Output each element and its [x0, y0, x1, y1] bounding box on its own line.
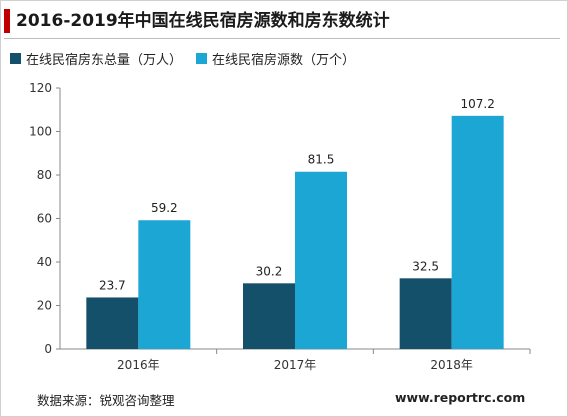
y-tick-label: 20 — [37, 299, 52, 313]
data-label: 107.2 — [460, 97, 494, 111]
title-divider — [4, 38, 560, 39]
data-label: 30.2 — [256, 264, 283, 278]
data-label: 81.5 — [308, 153, 335, 167]
bar-hosts — [399, 278, 452, 349]
bar-hosts — [86, 297, 139, 349]
x-tick-label: 2016年 — [117, 358, 160, 372]
y-tick-label: 40 — [37, 255, 52, 269]
legend-swatch-listings — [196, 52, 208, 64]
legend-item-hosts: 在线民宿房东总量（万人） — [10, 49, 182, 68]
chart-title: 2016-2019年中国在线民宿房源数和房东数统计 — [16, 11, 390, 31]
data-label: 32.5 — [412, 259, 439, 273]
bar-listings — [295, 171, 347, 349]
bar-listings — [138, 220, 191, 349]
y-tick-label: 60 — [37, 212, 52, 226]
y-tick-label: 120 — [29, 81, 52, 95]
y-tick-label: 80 — [37, 168, 52, 182]
bar-listings — [451, 115, 504, 349]
website-label: www.reportrc.com — [395, 390, 526, 405]
data-label: 59.2 — [151, 201, 178, 215]
legend-label-hosts: 在线民宿房东总量（万人） — [26, 52, 183, 68]
x-tick-label: 2017年 — [274, 358, 317, 372]
legend-item-listings: 在线民宿房源数（万个） — [196, 49, 355, 68]
y-tick-label: 0 — [44, 342, 52, 356]
data-label: 23.7 — [99, 278, 126, 292]
x-tick-label: 2018年 — [430, 358, 473, 372]
y-tick-label: 100 — [29, 125, 52, 139]
legend: 在线民宿房东总量（万人） 在线民宿房源数（万个） — [10, 48, 369, 68]
bar-hosts — [243, 283, 295, 349]
source-note: 数据来源：锐观咨询整理 — [37, 393, 175, 408]
title-accent-bar — [4, 9, 10, 33]
legend-label-listings: 在线民宿房源数（万个） — [212, 52, 356, 68]
legend-swatch-hosts — [10, 52, 21, 64]
